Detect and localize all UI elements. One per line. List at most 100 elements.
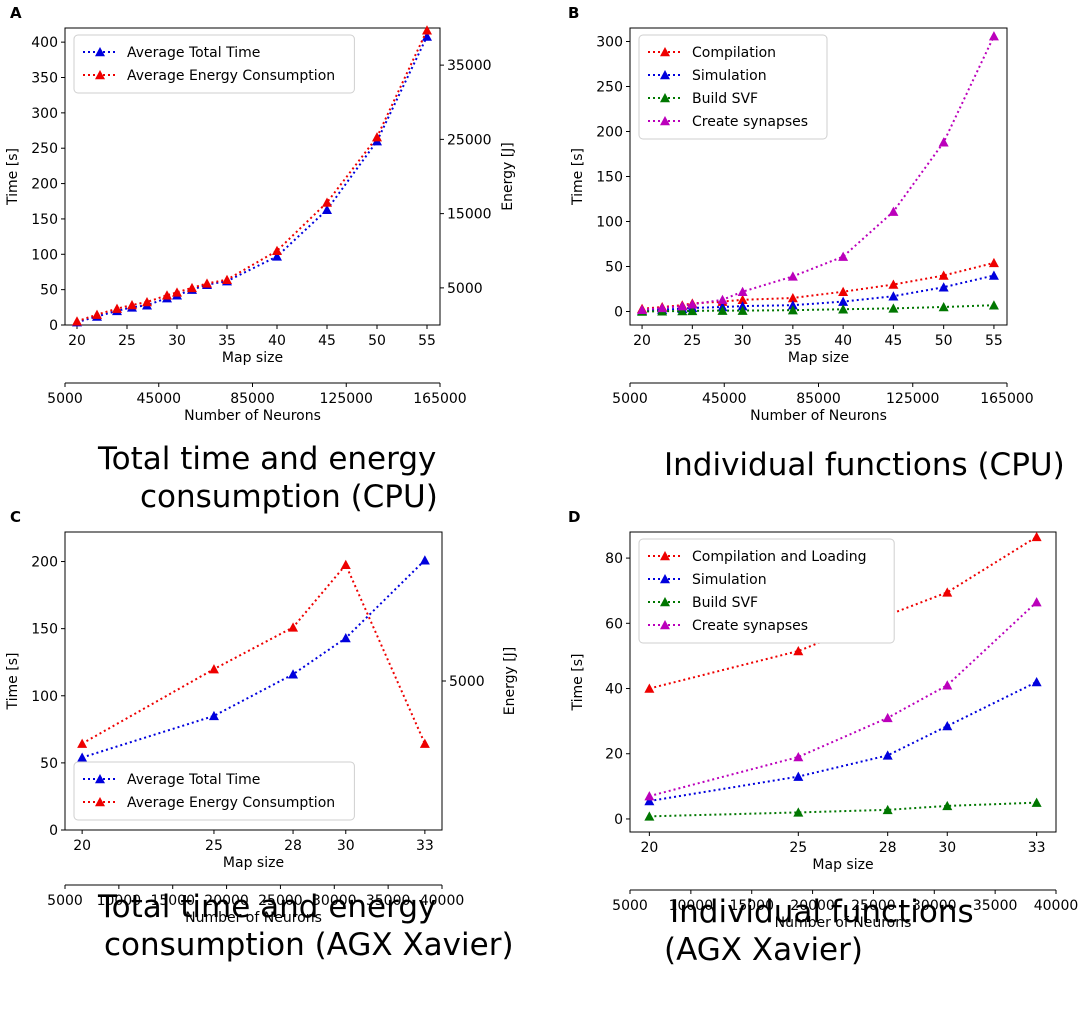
data-point: [942, 680, 953, 690]
legend-label: Average Energy Consumption: [127, 68, 335, 84]
x2-tick-label: 25000: [851, 898, 896, 914]
x-tick-label: 25: [205, 838, 223, 854]
data-point: [1031, 597, 1042, 607]
x-tick-label: 50: [935, 333, 953, 349]
x-tick-label: 25: [683, 333, 701, 349]
data-point: [687, 305, 698, 316]
caption-a: Total time and energy consumption (CPU): [98, 440, 438, 516]
series-line-0: [641, 261, 995, 310]
data-point: [717, 305, 728, 315]
caption-a-line-1: Total time and energy: [98, 441, 437, 477]
x2-tick-label: 45000: [702, 391, 747, 407]
y-axis-label: Time [s]: [570, 148, 586, 206]
caption-c: Total time and energy consumption (AGX X…: [98, 888, 514, 964]
plot-frame: [64, 27, 441, 326]
legend-marker: [660, 93, 670, 103]
y-tick-label: 50: [605, 260, 623, 276]
x-axis-label: Map size: [812, 857, 873, 873]
data-point: [988, 257, 999, 268]
x-tick-label: 45: [884, 333, 902, 349]
legend-box: [73, 761, 355, 821]
legend-marker: [95, 70, 105, 80]
data-point: [637, 304, 648, 314]
data-point: [938, 302, 949, 312]
data-point: [888, 291, 899, 301]
x-axis-label: Map size: [222, 350, 283, 366]
legend-marker: [660, 70, 670, 80]
y-tick-label: 0: [614, 305, 623, 321]
data-point: [77, 738, 88, 748]
x2-tick-label: 35000: [973, 898, 1018, 914]
x-tick-label: 30: [168, 333, 186, 349]
data-point: [988, 31, 999, 41]
legend-label: Build SVF: [692, 595, 758, 611]
series-line-3: [641, 35, 995, 311]
x-tick-label: 40: [268, 333, 286, 349]
data-point: [787, 305, 798, 315]
series-line-2: [649, 801, 1037, 818]
x2-tick-label: 40000: [420, 893, 465, 909]
y-tick-label: 50: [40, 756, 58, 772]
legend-label: Compilation and Loading: [692, 549, 867, 565]
x-tick-label: 33: [416, 838, 434, 854]
data-point: [644, 791, 655, 801]
data-point: [888, 279, 899, 289]
x2-tick-label: 25000: [258, 893, 303, 909]
y-tick-label: 200: [596, 125, 623, 141]
data-point: [677, 306, 688, 316]
x-tick-label: 55: [418, 333, 436, 349]
data-point: [657, 302, 668, 313]
caption-c-line-1: Total time and energy: [98, 889, 437, 925]
panel-d: D 0 20 40 60 80 Time [s] 20 25 28 30 33 Map size 5000…: [568, 508, 1078, 931]
x-tick-label: 33: [1028, 840, 1046, 856]
data-point: [737, 286, 748, 296]
x-tick-label: 55: [985, 333, 1003, 349]
data-point: [838, 251, 849, 261]
x2-tick-label: 20000: [790, 898, 835, 914]
y-tick-label: 0: [49, 823, 58, 839]
legend-box: [73, 34, 355, 94]
legend-marker: [660, 574, 670, 584]
y-axis-label: Time [s]: [5, 148, 21, 206]
data-point: [340, 559, 351, 570]
y2-tick-label: 5000: [449, 674, 485, 690]
data-point: [1031, 677, 1042, 687]
y2-tick-label: 15000: [447, 207, 492, 223]
data-point: [942, 587, 953, 597]
y-tick-label: 0: [614, 812, 623, 828]
x2-tick-label: 10000: [669, 898, 714, 914]
series-line-0: [81, 559, 426, 759]
data-point: [208, 664, 219, 674]
data-point: [72, 316, 82, 326]
data-point: [644, 796, 655, 806]
legend-label: Compilation: [692, 45, 776, 61]
legend-box: [638, 538, 895, 644]
legend-label: Simulation: [692, 572, 767, 588]
panel-letter: B: [568, 4, 579, 22]
data-point: [942, 800, 953, 811]
legend-marker: [95, 774, 105, 784]
data-point: [938, 270, 949, 280]
x2-tick-label: 40000: [1034, 898, 1079, 914]
y-tick-label: 50: [40, 283, 58, 299]
legend: Compilation and Loading Simulation Build S…: [638, 538, 895, 644]
x-tick-label: 20: [640, 840, 658, 856]
data-point: [882, 712, 893, 723]
data-point: [988, 270, 999, 280]
data-point: [938, 137, 949, 147]
data-point: [793, 646, 804, 656]
x-tick-label: 35: [218, 333, 236, 349]
data-point: [288, 622, 299, 632]
data-point: [717, 294, 728, 305]
data-point: [208, 710, 219, 721]
data-point: [187, 282, 197, 293]
x2-tick-label: 35000: [366, 893, 411, 909]
data-point: [882, 804, 893, 815]
x2-axis-label: Number of Neurons: [185, 910, 322, 926]
data-point: [677, 301, 688, 311]
data-point: [938, 282, 949, 292]
data-point: [793, 752, 804, 762]
data-point: [127, 299, 137, 310]
data-point: [793, 807, 804, 817]
x-axis-label: Map size: [788, 350, 849, 366]
